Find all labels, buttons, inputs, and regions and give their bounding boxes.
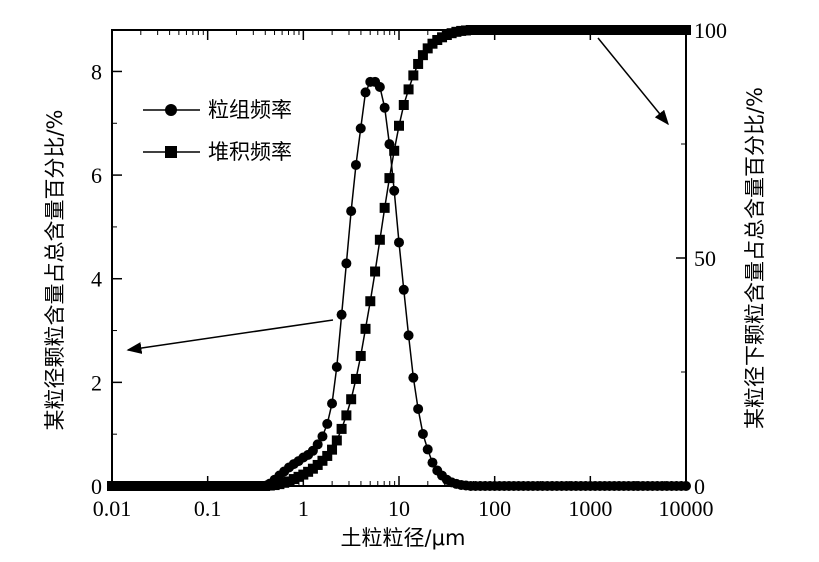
data-point	[336, 423, 347, 434]
x-tick-label: 1000	[568, 496, 612, 521]
series-layer	[107, 25, 691, 491]
data-point	[346, 394, 357, 405]
data-point	[341, 410, 352, 421]
right-axis-arrow	[597, 37, 669, 126]
x-tick-label: 100	[478, 496, 511, 521]
x-axis-title: 土粒粒径/μm	[341, 526, 466, 550]
data-point	[312, 439, 323, 450]
data-point	[322, 450, 333, 461]
data-point	[422, 444, 433, 455]
axis-pointer-arrows	[126, 37, 669, 354]
y-right-axis-ticks: 0 50 100	[676, 18, 727, 499]
data-point	[379, 102, 390, 113]
series-line-1	[112, 81, 686, 487]
data-point	[389, 145, 400, 156]
data-point	[403, 330, 414, 341]
series-line-2	[112, 29, 686, 487]
y-left-tick-label: 6	[91, 163, 102, 188]
x-tick-label: 10000	[659, 496, 714, 521]
data-point	[355, 123, 366, 134]
series-markers-1	[107, 76, 691, 491]
x-tick-label: 0.01	[93, 496, 132, 521]
y-right-tick-label: 50	[694, 246, 716, 271]
y-left-axis-ticks: 0 2 4 6 8	[91, 59, 122, 499]
data-point	[350, 373, 361, 384]
data-point	[374, 234, 385, 245]
y-right-tick-label: 100	[694, 18, 727, 43]
data-point	[398, 99, 409, 110]
data-point	[379, 202, 390, 213]
data-point	[360, 87, 371, 98]
left-axis-arrow	[126, 319, 334, 354]
data-point	[413, 403, 424, 414]
data-point	[408, 70, 419, 81]
data-point	[365, 296, 376, 307]
data-point	[336, 309, 347, 320]
y-left-tick-label: 8	[91, 59, 102, 84]
data-point	[370, 266, 381, 277]
data-point	[374, 81, 385, 92]
legend-marker-1	[165, 104, 177, 116]
data-point	[341, 258, 352, 269]
data-point	[398, 284, 409, 295]
plot-frame	[111, 29, 687, 487]
y-left-tick-label: 4	[91, 267, 102, 292]
data-point	[317, 431, 328, 442]
plot-border	[111, 29, 687, 487]
data-point	[322, 418, 333, 429]
data-point	[360, 323, 371, 334]
data-point	[327, 444, 338, 455]
data-point	[681, 481, 691, 491]
data-point	[331, 362, 342, 373]
x-tick-label: 0.1	[194, 496, 222, 521]
data-point	[427, 457, 438, 468]
x-tick-label: 10	[388, 496, 410, 521]
data-point	[389, 185, 400, 196]
data-point	[327, 398, 338, 409]
series-markers-2	[107, 25, 691, 491]
data-point	[394, 120, 404, 131]
y-left-axis-title: 某粒径颗粒含量占总含量百分比/%	[43, 109, 67, 430]
data-point	[413, 58, 424, 69]
data-point	[417, 428, 428, 439]
data-point	[394, 237, 404, 248]
data-point	[417, 50, 428, 61]
data-point	[355, 350, 366, 361]
y-right-axis-title: 某粒径下颗粒含量占总含量百分比/%	[743, 87, 767, 429]
data-point	[403, 84, 414, 95]
data-point	[384, 173, 395, 184]
legend-label-1: 粒组频率	[208, 98, 292, 122]
legend-label-2: 堆积频率	[208, 140, 292, 164]
x-tick-label: 1	[298, 496, 309, 521]
data-point	[681, 25, 691, 35]
legend-marker-2	[165, 146, 177, 158]
data-point	[350, 159, 361, 170]
data-point	[408, 372, 419, 383]
y-left-tick-label: 2	[91, 370, 102, 395]
data-point	[331, 435, 342, 446]
y-right-tick-label: 0	[694, 474, 705, 499]
y-left-tick-label: 0	[91, 474, 102, 499]
data-point	[346, 206, 357, 217]
